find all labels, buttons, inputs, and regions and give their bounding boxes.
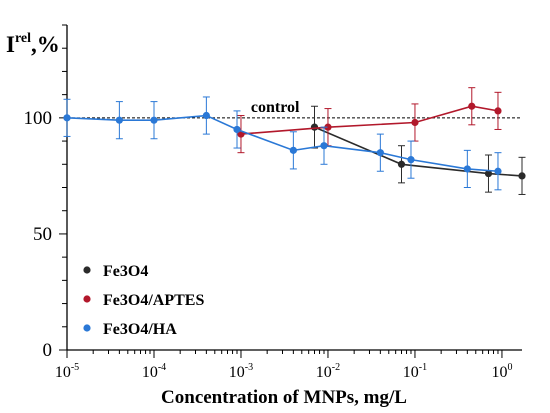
data-point xyxy=(463,165,471,173)
data-point xyxy=(320,142,328,150)
data-point xyxy=(397,160,406,168)
legend-label: Fe3O4 xyxy=(103,263,148,280)
y-tick-label: 50 xyxy=(33,224,52,245)
data-point xyxy=(324,123,332,131)
data-point xyxy=(310,123,319,131)
series-0 xyxy=(310,105,526,195)
data-point xyxy=(115,116,123,124)
x-tick-label: 10-1 xyxy=(403,362,427,381)
data-point xyxy=(494,107,502,115)
y-axis-label-suffix: ,% xyxy=(31,32,60,57)
x-axis-label: Concentration of MNPs, mg/L xyxy=(161,387,407,408)
legend-label: Fe3O4/HA xyxy=(103,321,177,338)
series-2 xyxy=(63,96,502,191)
control-group: control xyxy=(67,99,522,119)
data-point xyxy=(63,114,71,122)
data-point xyxy=(494,167,502,175)
y-axis-label-main: I xyxy=(6,32,15,57)
data-point xyxy=(150,116,158,124)
data-point xyxy=(411,118,419,127)
legend-label: Fe3O4/APTES xyxy=(103,292,204,309)
data-point xyxy=(468,102,476,110)
y-tick-label: 0 xyxy=(43,340,53,361)
data-point xyxy=(202,111,210,120)
legend-marker xyxy=(83,295,91,303)
series-line xyxy=(314,126,523,177)
series-layer xyxy=(63,87,526,195)
x-tick-label: 100 xyxy=(491,362,512,381)
data-point xyxy=(518,172,526,180)
x-tick-label: 10-3 xyxy=(229,362,253,381)
data-point xyxy=(376,149,384,157)
axes: 0 50 100 10-5 10-4 10-3 10-2 10-1 100 xyxy=(24,24,522,381)
x-tick-label: 10-5 xyxy=(55,362,79,381)
y-tick-label: 100 xyxy=(24,108,53,129)
legend-marker xyxy=(83,324,91,332)
x-tick-label: 10-4 xyxy=(142,362,166,381)
data-point xyxy=(484,169,493,178)
x-tick-label: 10-2 xyxy=(316,362,340,381)
data-point xyxy=(407,156,415,164)
legend-marker xyxy=(83,266,91,274)
legend: Fe3O4 Fe3O4/APTES Fe3O4/HA xyxy=(83,263,204,338)
y-axis-label: Irel,% xyxy=(6,31,60,57)
series-line xyxy=(66,114,499,173)
data-point xyxy=(233,125,241,134)
series-1 xyxy=(237,87,502,154)
y-axis-label-sup: rel xyxy=(15,31,31,46)
data-point xyxy=(289,146,297,154)
control-label: control xyxy=(251,99,300,116)
